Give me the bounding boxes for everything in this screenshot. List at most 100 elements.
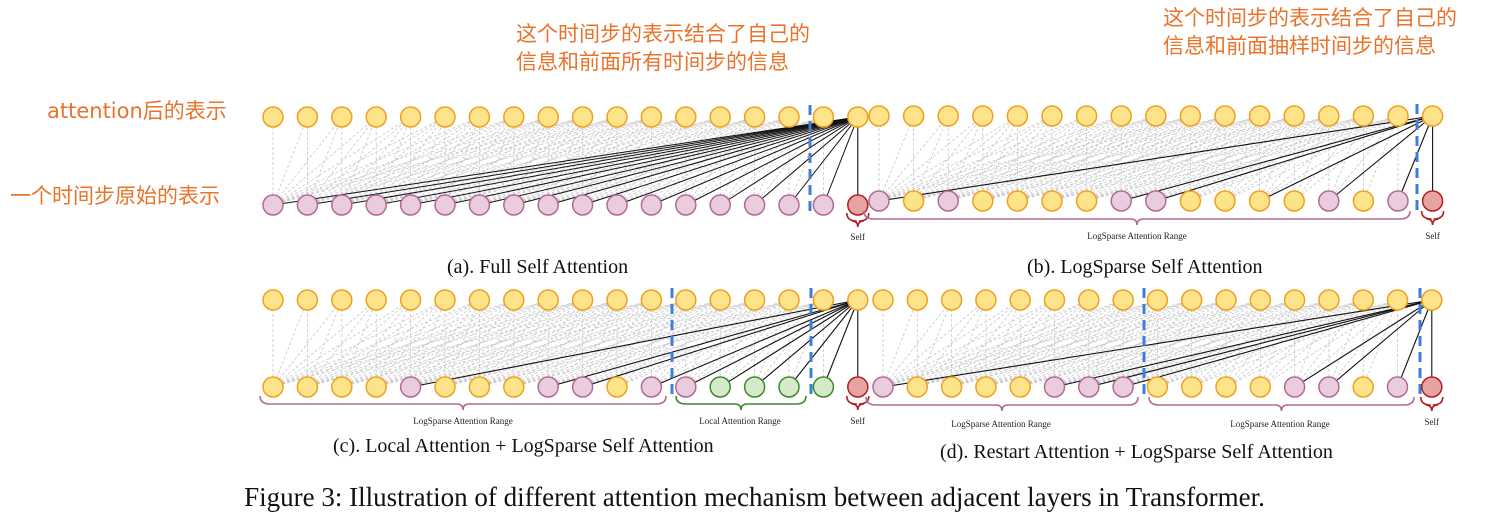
bottom-pink-node <box>537 376 559 398</box>
top-orange-node <box>1006 105 1029 127</box>
background-connection <box>1120 115 1157 202</box>
background-connection <box>272 299 308 388</box>
background-connection <box>341 116 618 206</box>
bottom-orange-node <box>906 376 929 398</box>
top-orange-node <box>709 289 731 311</box>
bottom-pink-node <box>399 376 422 398</box>
background-connection <box>375 299 446 388</box>
background-connection <box>1293 115 1330 202</box>
background-connection <box>341 299 411 388</box>
attention-connection <box>719 116 859 206</box>
attention-connection <box>513 116 858 206</box>
background-connection <box>1122 299 1398 388</box>
bottom-orange-node <box>902 190 925 212</box>
logsparse-range-brace-1 <box>865 396 1139 412</box>
self-brace <box>846 212 870 228</box>
bottom-orange-node <box>434 376 456 398</box>
top-orange-node <box>434 106 456 128</box>
bottom-orange-node <box>1249 376 1272 398</box>
attention-connection <box>685 299 859 388</box>
top-orange-node <box>1146 289 1169 311</box>
top-orange-node <box>1041 105 1063 127</box>
background-connection <box>307 116 583 206</box>
bottom-pink-node <box>675 376 697 398</box>
top-orange-node <box>812 106 835 128</box>
top-orange-node <box>743 106 766 128</box>
top-orange-node <box>1318 289 1340 311</box>
attention-connection <box>1259 115 1433 202</box>
top-orange-node <box>1112 289 1134 311</box>
caption-logsparse-self-attention: (b). LogSparse Self Attention <box>1027 256 1263 278</box>
background-connection <box>479 299 549 388</box>
top-orange-node <box>1145 105 1167 127</box>
logsparse-range-label: LogSparse Attention Range <box>1087 231 1186 241</box>
background-connection <box>444 116 721 206</box>
top-orange-node <box>262 289 284 311</box>
background-connection <box>479 299 515 388</box>
bottom-pink-node <box>1112 376 1134 398</box>
bottom-self-node <box>1421 190 1444 212</box>
top-orange-node <box>743 289 766 311</box>
attention-connection <box>1328 299 1433 388</box>
bottom-pink-node <box>1318 376 1340 398</box>
attention-connection <box>882 299 1432 388</box>
background-connection <box>1259 115 1330 202</box>
background-connection <box>1155 115 1191 202</box>
background-connection <box>947 115 1018 202</box>
background-connection <box>479 116 755 206</box>
top-orange-node <box>331 289 353 311</box>
background-connection <box>513 299 583 388</box>
background-connection <box>307 299 377 388</box>
background-connection <box>375 116 446 206</box>
background-connection <box>307 116 343 206</box>
logsparse-range-label: LogSparse Attention Range <box>413 416 512 426</box>
background-connection <box>1019 299 1090 388</box>
bottom-pink-node <box>743 194 766 216</box>
attention-connection <box>1122 299 1432 388</box>
background-connection <box>272 299 343 388</box>
top-orange-node <box>906 289 929 311</box>
top-orange-node <box>640 289 663 311</box>
self-brace <box>1420 210 1445 226</box>
top-orange-node <box>399 106 422 128</box>
background-connection <box>985 299 1021 388</box>
top-orange-node <box>331 106 353 128</box>
bottom-self-node <box>847 376 869 398</box>
bottom-pink-node <box>868 190 890 212</box>
top-orange-node <box>571 106 594 128</box>
attention-connection <box>685 116 859 206</box>
top-orange-node <box>675 106 697 128</box>
bottom-orange-node <box>1179 190 1202 212</box>
background-connection <box>1224 115 1295 202</box>
top-orange-node <box>468 106 491 128</box>
background-connection <box>1054 299 1090 388</box>
background-connection <box>410 299 446 388</box>
top-orange-node <box>1352 105 1375 127</box>
self-brace <box>1420 396 1444 412</box>
background-connection <box>1054 299 1330 388</box>
top-orange-node <box>503 106 525 128</box>
attention-connection <box>1121 115 1433 202</box>
background-connection <box>1088 299 1124 388</box>
top-orange-node <box>571 289 594 311</box>
top-orange-node <box>1283 105 1305 127</box>
top-orange-node <box>778 289 800 311</box>
logsparse-range-label-1: LogSparse Attention Range <box>951 419 1050 429</box>
full-attention-note-line2: 信息和前面所有时间步的信息 <box>516 50 789 74</box>
top-orange-node <box>640 106 663 128</box>
full-attention-note-line1: 这个时间步的表示结合了自己的 <box>516 22 810 46</box>
background-connection <box>882 299 1158 388</box>
attention-connection <box>822 116 859 206</box>
background-connection <box>916 299 987 388</box>
background-connection <box>878 115 914 202</box>
logsparse-note: 这个时间步的表示结合了自己的 信息和前面抽样时间步的信息 <box>1163 4 1457 60</box>
attention-connection <box>479 116 858 206</box>
background-connection <box>1328 299 1364 388</box>
background-connection <box>913 115 949 202</box>
bottom-orange-node <box>365 376 387 398</box>
attention-connection <box>754 299 859 388</box>
local-range-brace <box>675 395 807 411</box>
top-orange-node <box>365 289 387 311</box>
top-orange-node <box>503 289 525 311</box>
